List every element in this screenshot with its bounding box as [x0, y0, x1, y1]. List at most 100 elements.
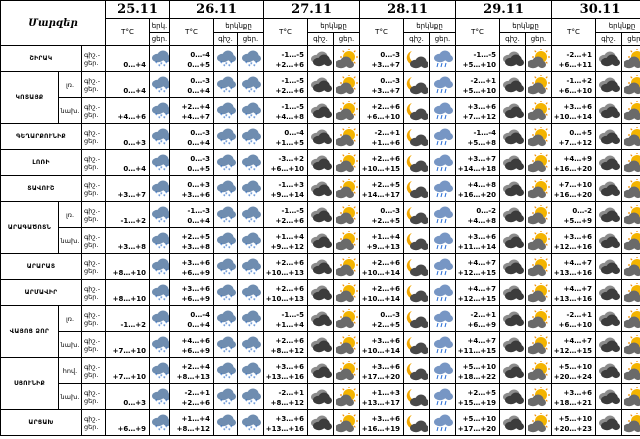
sun-cloud-icon [527, 126, 550, 146]
temp-cell: -1…-5 +2…+6 [263, 45, 309, 72]
night-sky-cell [403, 279, 431, 306]
night-sky-cell [403, 97, 431, 124]
day-temp: +7…+10 [112, 347, 147, 355]
night-sky-cell [403, 45, 431, 72]
svg-text:*: * [230, 295, 233, 301]
snow-cloud-icon: * * ** * [152, 180, 169, 199]
day-sky-cell [525, 383, 553, 410]
night-sky-cell [307, 227, 335, 254]
svg-text:*: * [228, 246, 231, 251]
sun-cloud-icon [527, 178, 550, 198]
night-sky-cell [307, 253, 335, 280]
dark-cloud-icon [502, 363, 524, 378]
svg-text:*: * [253, 194, 256, 199]
svg-text:*: * [163, 402, 166, 407]
temp-cell: +3…+6 +16…+19 [359, 409, 405, 436]
night-temp: +4…+9 [563, 155, 593, 163]
day-temp: +10…+13 [265, 269, 305, 277]
day-sky-cell [525, 409, 553, 436]
night-sky-cell [499, 409, 527, 436]
zone-label: նախ. [58, 331, 82, 358]
day-sky-cell [621, 97, 640, 124]
dark-cloud-icon [598, 103, 620, 118]
day-temp: +10…+13 [265, 295, 305, 303]
dark-cloud-icon [502, 77, 524, 92]
day-temp: +5…+9 [563, 217, 593, 225]
day-temp: +1…+6 [371, 139, 401, 147]
sun-cloud-icon [335, 308, 358, 328]
day-sky-cell [429, 45, 457, 72]
svg-text:*: * [230, 113, 233, 119]
svg-text:*: * [225, 400, 228, 406]
sky-icon-cell: * * * * * [149, 45, 171, 72]
day-temp: +13…+16 [553, 269, 593, 277]
svg-text:*: * [165, 399, 168, 405]
svg-text:*: * [165, 87, 168, 93]
night-sky-cell [595, 227, 623, 254]
day-temp: -1…+2 [120, 321, 147, 329]
night-sky-cell [403, 305, 431, 332]
date-27-11: 27.11 [263, 0, 361, 19]
day-temp: +20…+24 [553, 373, 593, 381]
sky-header: երկ. [149, 18, 171, 33]
temp-cell: 0…-3 +3…+7 [359, 71, 405, 98]
svg-text:*: * [250, 140, 253, 146]
day-sky-cell [333, 227, 361, 254]
night-temp: +4…+7 [467, 259, 497, 267]
day-temp: +12…+16 [553, 243, 593, 251]
night-sky-cell [403, 331, 431, 358]
day-temp: +9…+13 [366, 243, 401, 251]
day-sky-cell [525, 331, 553, 358]
svg-text:*: * [163, 246, 166, 251]
temp-cell: +3…+8 [105, 227, 151, 254]
night-temp: 0…-2 [476, 207, 497, 215]
svg-text:*: * [245, 347, 248, 353]
svg-text:*: * [158, 64, 161, 69]
region-row: նախ. գիշ.- ցեր. +3…+8 * * * * * +2…+5 +3…+8 * * * * * *… [1, 227, 640, 254]
svg-text:*: * [223, 272, 226, 277]
sun-cloud-icon [335, 256, 358, 276]
night-sky-cell: * * * * * [213, 253, 239, 280]
svg-text:*: * [248, 194, 251, 199]
day-temp: +6…+9 [181, 295, 211, 303]
day-sky-cell [429, 71, 457, 98]
day-temp: +18…+21 [553, 399, 593, 407]
night-sky-cell [403, 71, 431, 98]
night-temp: 0…-4 [190, 311, 211, 319]
rain-cloud-icon [433, 180, 453, 197]
svg-text:*: * [255, 373, 258, 379]
day-temp: +6…+9 [467, 321, 497, 329]
day-temp: +7…+12 [462, 113, 497, 121]
dark-cloud-icon [310, 51, 332, 66]
sky-icon-cell: * * * * * [149, 175, 171, 202]
svg-text:*: * [160, 322, 163, 328]
sun-cloud-icon [527, 334, 550, 354]
moon-cloud-icon [406, 362, 428, 380]
svg-text:*: * [163, 272, 166, 277]
night-sky-cell [499, 123, 527, 150]
day-temp: +10…+14 [553, 113, 593, 121]
temp-cell: 0…-3 +2…+5 [359, 305, 405, 332]
night-temp: +3…+6 [563, 233, 593, 241]
region-name: ԱՐԱԳԱԾՈՏՆ [0, 201, 59, 254]
svg-text:*: * [165, 373, 168, 379]
svg-text:*: * [220, 373, 223, 379]
sky-header: երկնքը [213, 18, 265, 33]
night-sky-cell: * * * * * [213, 175, 239, 202]
svg-text:*: * [223, 90, 226, 95]
svg-text:*: * [255, 399, 258, 405]
night-sky-cell: * * * * * [213, 279, 239, 306]
dark-cloud-icon [310, 129, 332, 144]
sky-icon-cell: * * * * * [149, 305, 171, 332]
svg-text:*: * [223, 64, 226, 69]
day-temp: +6…+9 [117, 425, 147, 433]
rain-cloud-icon [433, 102, 453, 119]
snow-cloud-icon: * * ** * [152, 336, 169, 355]
day-sky-cell: * * * * * [237, 253, 265, 280]
temp-cell: +4…+9 +16…+20 [551, 149, 597, 176]
dark-cloud-icon [598, 233, 620, 248]
night-temp: +2…+5 [467, 389, 497, 397]
day-temp: +10…+14 [361, 295, 401, 303]
night-temp: +2…+4 [181, 103, 211, 111]
